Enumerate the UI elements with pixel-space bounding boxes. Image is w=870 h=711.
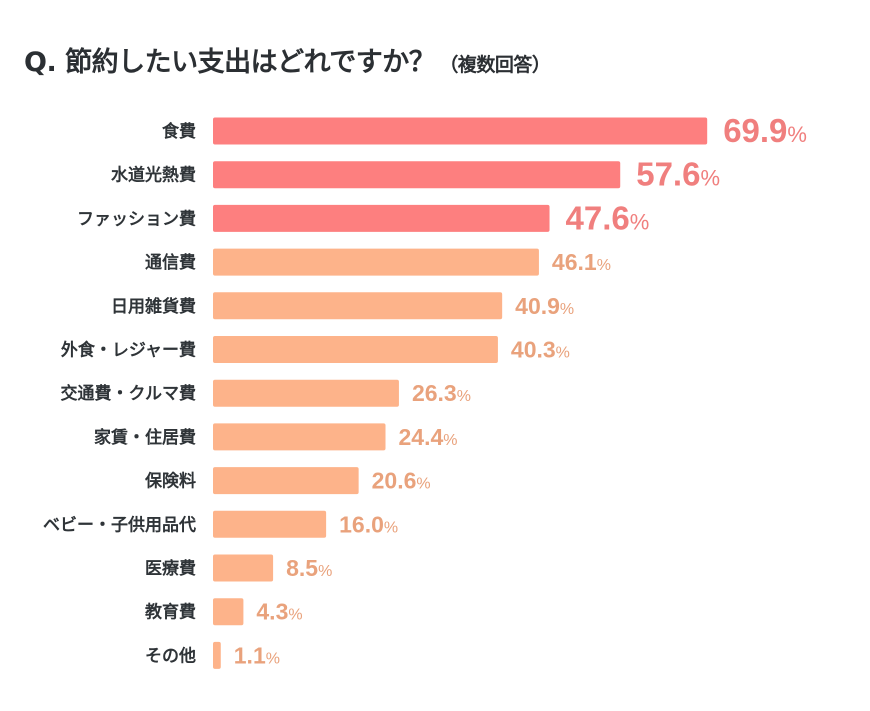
- value-unit: %: [556, 345, 570, 362]
- value-unit: %: [384, 519, 398, 536]
- bar: [213, 423, 386, 451]
- bar: [213, 641, 221, 669]
- bar: [213, 598, 244, 626]
- category-label: ファッション費: [77, 208, 196, 229]
- value-number: 8.5: [286, 555, 318, 581]
- value-label: 20.6%: [372, 468, 431, 494]
- category-label: 教育費: [144, 602, 196, 623]
- value-label: 26.3%: [412, 380, 471, 406]
- value-label: 8.5%: [286, 555, 332, 581]
- value-number: 46.1: [552, 249, 597, 275]
- value-unit: %: [318, 563, 332, 580]
- value-label: 40.3%: [511, 337, 570, 363]
- value-number: 69.9: [723, 112, 787, 149]
- value-unit: %: [560, 301, 574, 318]
- bar: [213, 161, 621, 189]
- value-unit: %: [630, 209, 650, 234]
- value-unit: %: [266, 650, 280, 667]
- value-label: 24.4%: [399, 424, 458, 450]
- bar: [213, 204, 550, 232]
- bar: [213, 117, 708, 145]
- category-label: ベビー・子供用品代: [43, 514, 196, 535]
- value-unit: %: [416, 476, 430, 493]
- value-label: 1.1%: [234, 642, 280, 668]
- category-label: 医療費: [145, 558, 196, 579]
- category-label: 家賃・住居費: [94, 427, 196, 448]
- bar: [213, 292, 503, 320]
- value-label: 40.9%: [515, 293, 574, 319]
- bar: [213, 510, 327, 538]
- category-label: 保険料: [144, 471, 196, 492]
- value-number: 24.4: [399, 424, 444, 450]
- value-label: 16.0%: [339, 511, 398, 537]
- value-unit: %: [443, 432, 457, 449]
- category-label: 交通費・クルマ費: [61, 383, 197, 404]
- value-number: 4.3: [256, 599, 288, 625]
- subtitle-text: （複数回答）: [439, 54, 551, 76]
- chart-title: Q. 節約したい支出はどれですか？ （複数回答）: [24, 40, 551, 79]
- value-unit: %: [700, 166, 720, 191]
- value-label: 47.6%: [566, 199, 650, 236]
- bar: [213, 379, 399, 407]
- category-label: 日用雑貨費: [111, 296, 196, 317]
- value-number: 40.9: [515, 293, 560, 319]
- value-label: 46.1%: [552, 249, 611, 275]
- value-unit: %: [457, 388, 471, 405]
- value-number: 57.6: [636, 156, 700, 193]
- bar: [213, 554, 274, 582]
- value-unit: %: [288, 607, 302, 624]
- value-number: 40.3: [511, 337, 556, 363]
- bar: [213, 248, 539, 276]
- title-text: Q. 節約したい支出はどれですか？: [24, 47, 436, 78]
- bar: [213, 336, 498, 363]
- value-number: 26.3: [412, 380, 457, 406]
- category-label: その他: [145, 645, 196, 666]
- value-number: 47.6: [566, 199, 630, 236]
- bar: [213, 467, 359, 495]
- value-unit: %: [787, 122, 807, 147]
- category-label: 食費: [162, 121, 196, 142]
- category-label: 水道光熱費: [111, 165, 196, 186]
- category-label: 外食・レジャー費: [61, 340, 196, 361]
- value-number: 16.0: [339, 511, 384, 537]
- value-label: 4.3%: [256, 599, 302, 625]
- value-number: 1.1: [234, 642, 266, 668]
- value-label: 69.9%: [723, 112, 807, 149]
- category-label: 通信費: [145, 252, 196, 273]
- value-label: 57.6%: [636, 156, 720, 193]
- value-unit: %: [597, 257, 611, 274]
- value-number: 20.6: [372, 468, 417, 494]
